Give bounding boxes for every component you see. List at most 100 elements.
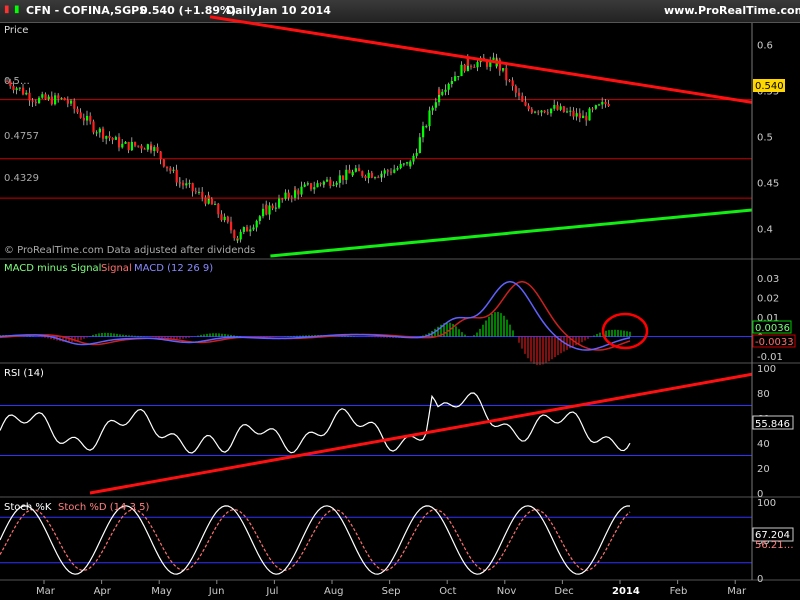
- x-tick-label: Nov: [497, 586, 517, 597]
- candle-body: [498, 59, 501, 71]
- x-tick-label: 2014: [612, 586, 640, 597]
- candle-body: [527, 105, 530, 110]
- candle-body: [79, 112, 82, 118]
- candle-body: [31, 100, 34, 102]
- y-tick-label: 0.5: [757, 132, 773, 143]
- candle-body: [540, 110, 543, 113]
- signal-tag-value: -0.0033: [755, 337, 794, 348]
- y-tick-label: 0: [757, 574, 763, 585]
- candle-body: [310, 183, 313, 190]
- site-url[interactable]: www.ProRealTime.com: [664, 4, 800, 17]
- x-tick-label: Oct: [439, 586, 456, 597]
- candle-body: [281, 198, 284, 200]
- candle-body: [204, 197, 207, 204]
- candle-body: [262, 208, 265, 217]
- candle-body: [230, 221, 233, 231]
- signal-label: Signal: [101, 263, 132, 274]
- candle-body: [278, 198, 281, 208]
- candle-body: [207, 195, 210, 199]
- candle-body: [121, 143, 124, 148]
- stoch-k-tag-value: 67.204: [755, 530, 790, 541]
- signal-tag: [752, 334, 796, 348]
- level-label: 0.4329: [4, 173, 39, 184]
- candle-body: [524, 101, 527, 106]
- x-tick-label: Aug: [324, 586, 344, 597]
- candle-body: [431, 107, 434, 111]
- level-label: 0.4757: [4, 131, 39, 142]
- candle-body: [98, 128, 101, 133]
- candle-body: [60, 97, 63, 99]
- candle-body: [444, 89, 447, 92]
- candle-body: [6, 81, 9, 83]
- price-panel-title: Price: [4, 25, 28, 36]
- candle-body: [12, 86, 15, 90]
- candle-body: [508, 80, 511, 82]
- candle-body: [258, 216, 261, 221]
- candle-body: [409, 161, 412, 167]
- y-tick-label: -0.01: [757, 352, 783, 363]
- candle-body: [470, 65, 473, 68]
- candle-body: [66, 100, 69, 104]
- candle-body: [111, 137, 114, 140]
- y-tick-label: 0.02: [757, 293, 779, 304]
- candle-body: [57, 95, 60, 99]
- stoch-k-line: [0, 505, 631, 575]
- candle-body: [41, 94, 44, 98]
- candle-body: [198, 191, 201, 193]
- candle-body: [124, 141, 127, 144]
- candle-body: [367, 172, 370, 179]
- macd-label: MACD (12 26 9): [134, 263, 213, 274]
- candle-body: [521, 95, 524, 102]
- last-price: 0.540 (+1.89%): [140, 4, 237, 17]
- stoch-panel: [0, 499, 752, 579]
- y-tick-label: 0.45: [757, 178, 779, 189]
- candle-body: [130, 141, 133, 151]
- candle-body: [294, 188, 297, 198]
- candle-body: [335, 182, 338, 185]
- candle-body: [127, 141, 130, 151]
- rsi-tag-value: 55.846: [755, 419, 790, 430]
- y-tick-label: 100: [757, 498, 776, 509]
- rsi-trendline: [89, 372, 753, 495]
- x-tick-label: Mar: [727, 586, 747, 597]
- candle-body: [236, 239, 239, 241]
- candle-body: [578, 113, 581, 119]
- stoch-d-tag-value: 56.21…: [755, 540, 794, 551]
- candle-body: [415, 152, 418, 156]
- candle-body: [390, 171, 393, 173]
- candle-body: [399, 163, 402, 169]
- candle-body: [322, 181, 325, 185]
- candle-body: [351, 171, 354, 176]
- candle-body: [38, 97, 41, 104]
- candle-body: [70, 100, 73, 104]
- candle-body: [18, 87, 21, 89]
- price-panel: [0, 23, 752, 258]
- x-tick-label: Dec: [554, 586, 573, 597]
- candle-body: [338, 175, 341, 183]
- candle-body: [153, 147, 156, 152]
- candle-body: [54, 95, 57, 105]
- y-tick-label: 100: [757, 364, 776, 375]
- candle-body: [428, 110, 431, 127]
- candle-body: [326, 179, 329, 182]
- candle-body: [591, 108, 594, 110]
- candle-body: [441, 91, 444, 95]
- macd-tag: [752, 320, 792, 334]
- data-note: © ProRealTime.com Data adjusted after di…: [4, 245, 255, 256]
- y-tick-label: 80: [757, 389, 770, 400]
- candle-body: [246, 227, 249, 232]
- y-tick-label: 20: [757, 464, 770, 475]
- candle-body: [134, 141, 137, 146]
- candle-body: [418, 137, 421, 153]
- candle-icon: ▮: [4, 4, 10, 15]
- x-tick-label: Jun: [208, 586, 225, 597]
- candle-body: [233, 230, 236, 239]
- y-axis-ticks: 0.40.450.50.550.6-0.0100.010.020.0302040…: [757, 40, 783, 585]
- candle-body: [342, 175, 345, 180]
- candle-body: [220, 214, 223, 221]
- candle-body: [82, 117, 85, 121]
- candle-body: [354, 168, 357, 172]
- candle-body: [162, 159, 165, 167]
- candle-body: [511, 80, 514, 87]
